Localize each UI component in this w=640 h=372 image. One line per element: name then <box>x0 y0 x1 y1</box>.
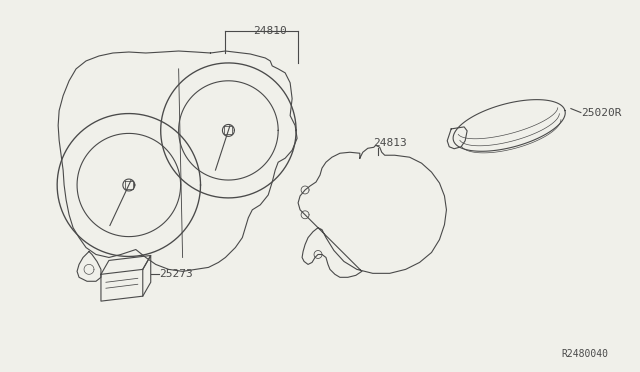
Text: R2480040: R2480040 <box>562 349 609 359</box>
Text: 25273: 25273 <box>159 269 193 279</box>
Text: 24813: 24813 <box>373 138 406 148</box>
Text: 24810: 24810 <box>253 26 287 36</box>
Text: 25020R: 25020R <box>581 108 621 118</box>
